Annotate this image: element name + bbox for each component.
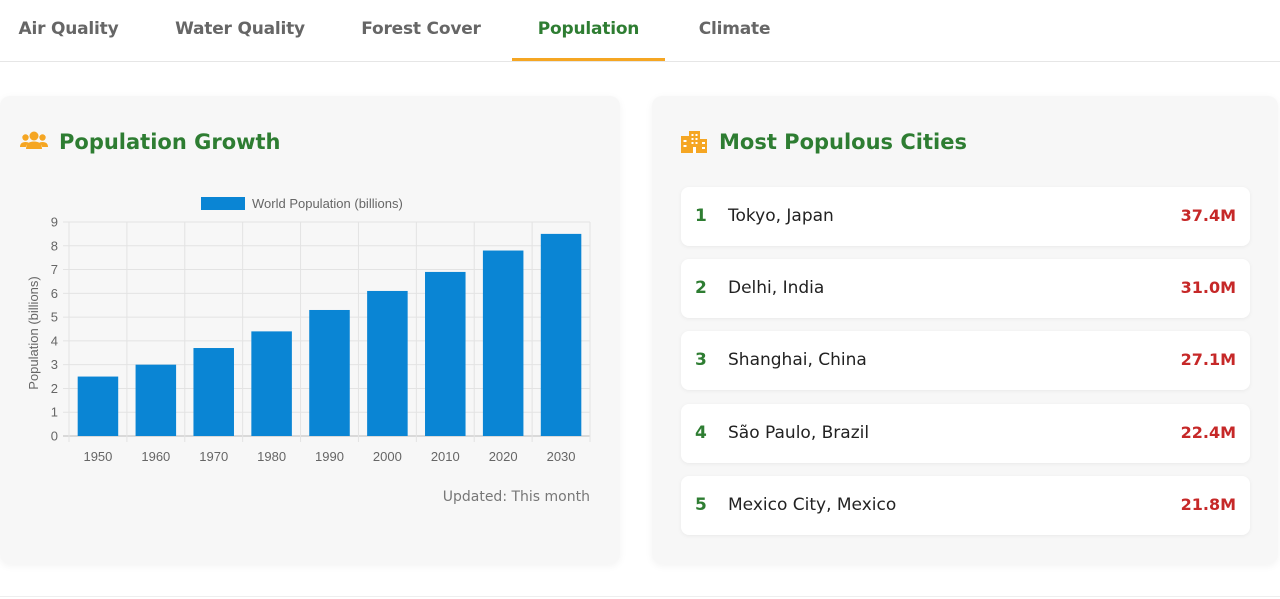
updated-note: Updated: This month [442,489,590,505]
tab-climate[interactable]: Climate [698,19,771,39]
y-tick-label: 1 [51,405,58,420]
city-name: Tokyo, Japan [728,206,834,226]
bar-1990 [309,309,350,436]
populous-cities-title: Most Populous Cities [680,128,967,156]
y-tick-label: 4 [51,333,58,348]
y-tick-label: 6 [51,286,58,301]
y-tick-label: 2 [51,381,58,396]
y-tick-label: 0 [51,429,58,444]
city-list-item[interactable]: 2 Delhi, India 31.0M [681,259,1250,318]
y-axis-label: Population (billions) [26,276,41,389]
category-tabs: Air Quality Water Quality Forest Cover P… [0,0,1280,62]
bar-2000 [367,290,408,436]
city-population: 22.4M [1180,423,1236,442]
active-tab-indicator [512,58,665,61]
city-rank: 2 [695,278,707,298]
tab-air-quality[interactable]: Air Quality [18,19,119,39]
bar-2010 [425,271,466,436]
city-list-item[interactable]: 1 Tokyo, Japan 37.4M [681,187,1250,246]
legend-swatch [201,197,245,210]
x-tick-label: 2030 [547,449,576,464]
legend-label: World Population (billions) [252,196,403,211]
city-name: Mexico City, Mexico [728,495,897,515]
city-list-item[interactable]: 4 São Paulo, Brazil 22.4M [681,404,1250,463]
y-tick-label: 5 [51,310,58,325]
city-population: 21.8M [1180,495,1236,514]
bar-2020 [482,250,524,436]
users-icon [20,128,48,156]
city-list-item[interactable]: 5 Mexico City, Mexico 21.8M [681,476,1250,535]
section-divider [0,596,1280,597]
city-rank: 1 [695,206,707,226]
city-population: 37.4M [1180,206,1236,225]
card-title-text: Most Populous Cities [719,130,967,154]
x-tick-label: 2010 [431,449,460,464]
bar-1970 [193,348,234,436]
y-tick-label: 9 [51,215,58,230]
city-name: Shanghai, China [728,350,867,370]
city-population: 27.1M [1180,350,1236,369]
x-tick-label: 2020 [489,449,518,464]
tab-water-quality[interactable]: Water Quality [175,19,305,39]
city-name: São Paulo, Brazil [728,423,870,443]
x-tick-label: 1990 [315,449,344,464]
city-population: 31.0M [1180,278,1236,297]
city-rank: 5 [695,495,707,515]
city-rank: 4 [695,423,707,443]
tab-population[interactable]: Population [537,19,640,39]
city-list-item[interactable]: 3 Shanghai, China 27.1M [681,331,1250,390]
y-tick-label: 3 [51,357,58,372]
bar-1980 [251,331,292,436]
x-tick-label: 1960 [141,449,170,464]
tab-forest-cover[interactable]: Forest Cover [361,19,481,39]
x-tick-label: 1950 [83,449,112,464]
x-tick-label: 1980 [257,449,286,464]
y-tick-label: 8 [51,238,58,253]
city-rank: 3 [695,350,707,370]
bar-1950 [77,376,119,436]
population-growth-title: Population Growth [20,128,281,156]
y-tick-label: 7 [51,262,58,277]
x-tick-label: 2000 [373,449,402,464]
x-tick-label: 1970 [199,449,228,464]
bar-2030 [540,233,582,436]
population-bar-chart: 0 1 2 3 4 5 6 7 8 9 1950 1960 1970 1980 1990 2000 2010 20… [26,196,591,464]
card-title-text: Population Growth [59,130,281,154]
city-icon [680,128,708,156]
bar-1960 [135,364,177,436]
city-name: Delhi, India [728,278,825,298]
